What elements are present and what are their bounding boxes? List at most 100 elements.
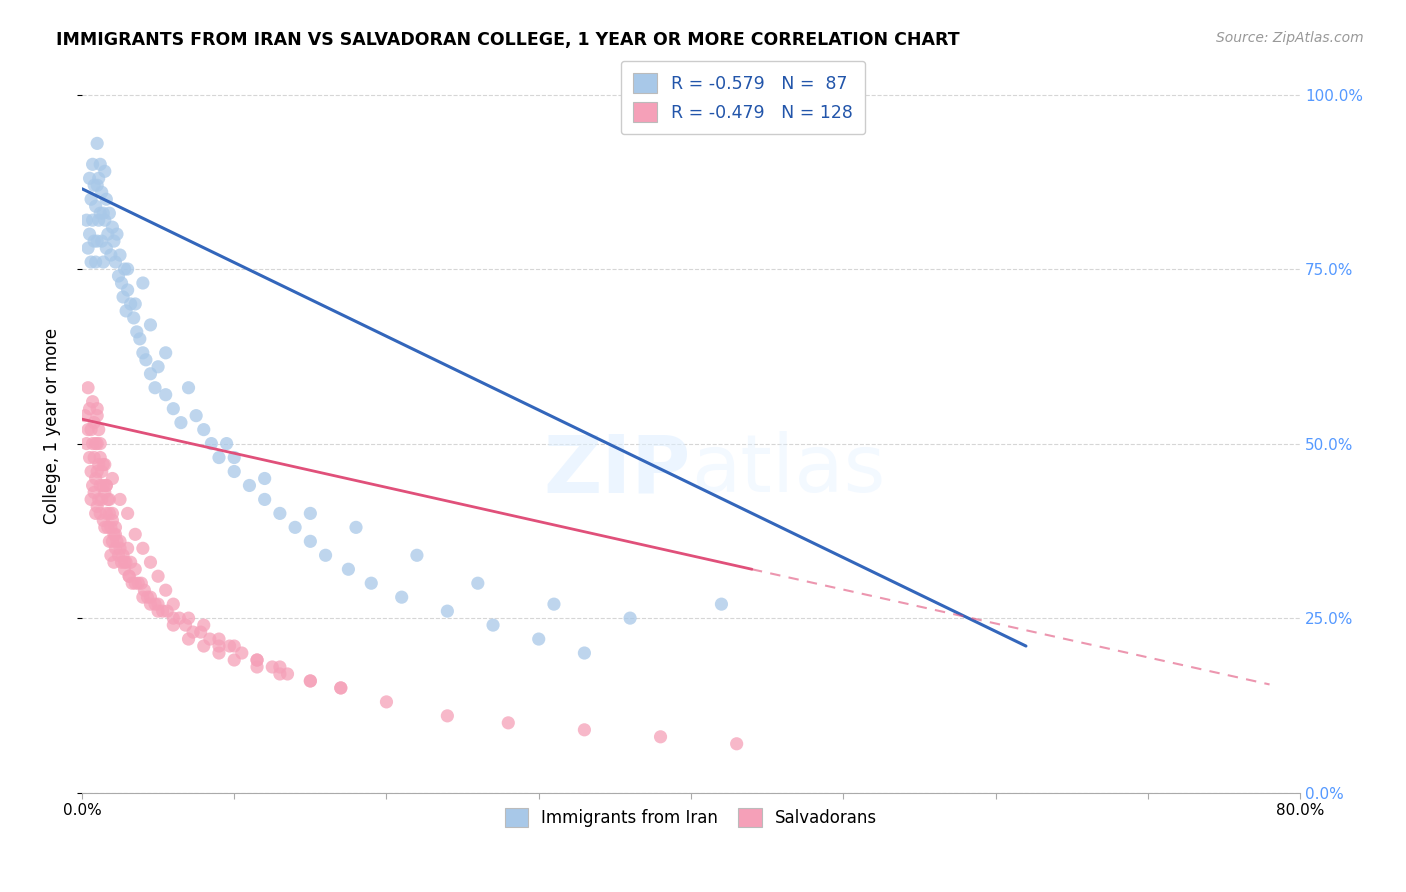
Point <box>117 507 139 521</box>
Point <box>391 590 413 604</box>
Point <box>120 555 142 569</box>
Point <box>110 276 132 290</box>
Point <box>146 359 169 374</box>
Point <box>710 597 733 611</box>
Point <box>91 513 114 527</box>
Point <box>131 576 153 591</box>
Point <box>104 527 127 541</box>
Point <box>121 576 143 591</box>
Point <box>80 465 103 479</box>
Point <box>89 450 111 465</box>
Point <box>143 381 166 395</box>
Point <box>114 555 136 569</box>
Point <box>112 290 135 304</box>
Point <box>269 507 291 521</box>
Point <box>139 555 162 569</box>
Text: ZIP: ZIP <box>544 431 690 509</box>
Point <box>190 625 212 640</box>
Point <box>86 234 108 248</box>
Point <box>104 541 127 556</box>
Point <box>98 206 121 220</box>
Point <box>115 304 138 318</box>
Point <box>574 646 596 660</box>
Point <box>122 310 145 325</box>
Point <box>98 492 121 507</box>
Point <box>108 248 131 262</box>
Point <box>132 541 155 556</box>
Point <box>112 549 135 563</box>
Point <box>91 458 114 472</box>
Point <box>101 513 124 527</box>
Y-axis label: College, 1 year or more: College, 1 year or more <box>44 328 60 524</box>
Point <box>152 604 174 618</box>
Point <box>114 262 136 277</box>
Point <box>253 492 276 507</box>
Point <box>162 401 184 416</box>
Point <box>87 458 110 472</box>
Point <box>139 367 162 381</box>
Point <box>96 192 118 206</box>
Point <box>224 465 246 479</box>
Point <box>86 465 108 479</box>
Point <box>299 673 322 688</box>
Point <box>543 597 565 611</box>
Point <box>96 241 118 255</box>
Point <box>436 604 458 618</box>
Point <box>139 590 162 604</box>
Point <box>90 492 112 507</box>
Point <box>650 730 672 744</box>
Point <box>104 255 127 269</box>
Point <box>181 625 204 640</box>
Point <box>90 465 112 479</box>
Point <box>89 478 111 492</box>
Point <box>83 234 105 248</box>
Point <box>238 478 260 492</box>
Point <box>86 136 108 151</box>
Point <box>107 268 129 283</box>
Point <box>253 471 276 485</box>
Point <box>208 450 231 465</box>
Point <box>82 157 104 171</box>
Point <box>77 423 100 437</box>
Point <box>124 297 146 311</box>
Point <box>94 458 117 472</box>
Point <box>198 632 221 646</box>
Point <box>91 478 114 492</box>
Text: Source: ZipAtlas.com: Source: ZipAtlas.com <box>1216 31 1364 45</box>
Point <box>84 436 107 450</box>
Point <box>79 401 101 416</box>
Point <box>89 507 111 521</box>
Point <box>177 381 200 395</box>
Point <box>143 597 166 611</box>
Point <box>107 549 129 563</box>
Point <box>162 611 184 625</box>
Point <box>262 660 284 674</box>
Point <box>82 478 104 492</box>
Point <box>132 346 155 360</box>
Point <box>103 234 125 248</box>
Point <box>83 416 105 430</box>
Point <box>101 534 124 549</box>
Point <box>193 618 215 632</box>
Point <box>208 639 231 653</box>
Point <box>100 549 122 563</box>
Point <box>84 255 107 269</box>
Point <box>83 450 105 465</box>
Point <box>97 520 120 534</box>
Point <box>315 549 337 563</box>
Point <box>101 507 124 521</box>
Point <box>80 255 103 269</box>
Point <box>136 590 159 604</box>
Point <box>94 520 117 534</box>
Point <box>87 492 110 507</box>
Point <box>208 646 231 660</box>
Point <box>76 213 98 227</box>
Point <box>84 199 107 213</box>
Point <box>89 157 111 171</box>
Point <box>155 583 177 598</box>
Point <box>574 723 596 737</box>
Point <box>132 590 155 604</box>
Point <box>124 562 146 576</box>
Point <box>174 618 197 632</box>
Point <box>344 520 367 534</box>
